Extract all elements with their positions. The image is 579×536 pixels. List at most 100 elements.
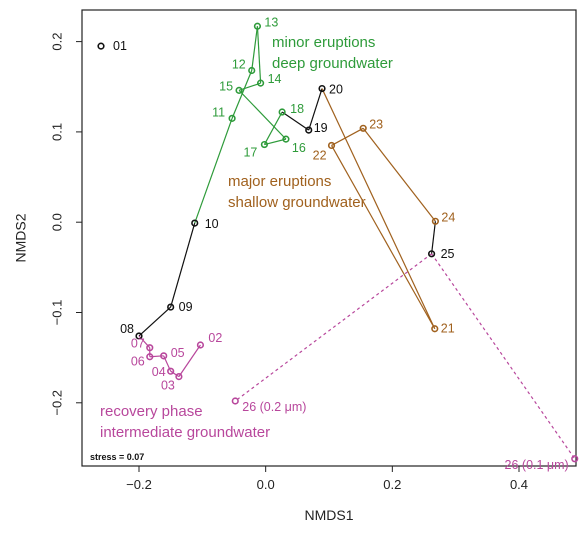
point-label-08: 08 xyxy=(120,322,134,336)
point-18 xyxy=(278,108,286,116)
point-20 xyxy=(318,84,326,93)
point-12 xyxy=(248,66,256,75)
point-26-0-1-m xyxy=(571,455,579,463)
segment-24-25 xyxy=(431,221,436,254)
point-04 xyxy=(167,367,175,375)
point-label-12: 12 xyxy=(232,57,246,71)
segment-20-21 xyxy=(321,88,436,330)
segment-19-20 xyxy=(308,88,323,131)
point-19 xyxy=(305,126,313,134)
point-label-23: 23 xyxy=(369,117,383,131)
point-26-0-2-m xyxy=(231,397,239,405)
point-17 xyxy=(260,140,269,149)
segment-15-16 xyxy=(238,89,287,140)
point-15 xyxy=(235,86,243,94)
y-axis-title: NMDS2 xyxy=(13,213,29,262)
point-05 xyxy=(160,352,168,360)
segment-10-11 xyxy=(194,118,233,224)
point-label-10: 10 xyxy=(205,217,219,231)
x-axis-title: NMDS1 xyxy=(304,507,353,523)
point-label-24: 24 xyxy=(441,210,455,224)
point-01 xyxy=(97,42,105,50)
point-13 xyxy=(253,22,262,30)
annotation-recovery-line-1: recovery phase xyxy=(100,403,203,420)
segment-09-10 xyxy=(170,222,196,308)
point-label-04: 04 xyxy=(152,365,166,379)
x-tick-label: −0.2 xyxy=(126,477,152,492)
annotation-major-line-2: shallow groundwater xyxy=(228,194,366,211)
point-09 xyxy=(167,303,175,311)
point-10 xyxy=(191,219,199,227)
point-label-13: 13 xyxy=(264,15,278,29)
segment-22-23 xyxy=(331,127,364,146)
point-22 xyxy=(327,141,336,150)
segment-25-26-dashed xyxy=(234,253,432,402)
point-label-06: 06 xyxy=(131,355,145,369)
point-label-01: 01 xyxy=(113,39,127,53)
x-tick-label: 0.2 xyxy=(383,477,401,492)
y-tick-label: 0.1 xyxy=(49,123,64,141)
segment-18-19 xyxy=(281,111,310,131)
y-tick-label: 0.2 xyxy=(49,33,64,51)
y-tick-label: −0.1 xyxy=(49,300,64,326)
point-23 xyxy=(359,124,367,132)
annotation-minor-line-2: deep groundwater xyxy=(272,55,393,72)
segment-17-18 xyxy=(263,111,283,145)
plot-frame xyxy=(81,9,577,467)
point-label-19: 19 xyxy=(314,121,328,135)
segment-25-26-dashed xyxy=(431,253,576,460)
segment-13-14 xyxy=(256,26,262,84)
segment-14-15 xyxy=(238,82,261,91)
point-label-16: 16 xyxy=(292,141,306,155)
point-25 xyxy=(428,250,436,258)
point-07 xyxy=(146,344,154,352)
point-label-09: 09 xyxy=(179,300,193,314)
annotation-recovery-line-2: intermediate groundwater xyxy=(100,424,270,441)
point-08 xyxy=(135,332,143,340)
point-24 xyxy=(431,217,440,225)
data-points xyxy=(97,22,579,463)
x-tick-label: 0.0 xyxy=(257,477,275,492)
stress-label: stress = 0.07 xyxy=(90,452,144,462)
point-label-05: 05 xyxy=(171,346,185,360)
point-label-07: 07 xyxy=(131,337,145,351)
point-21 xyxy=(431,325,439,333)
point-label-20: 20 xyxy=(329,83,343,97)
point-06 xyxy=(146,353,154,361)
point-14 xyxy=(257,79,265,87)
axes: −0.2 0.0 0.2 0.4 −0.2 −0.1 0.0 0.1 0.2 xyxy=(49,33,528,492)
point-label-15: 15 xyxy=(219,79,233,93)
point-label-02: 02 xyxy=(208,331,222,345)
point-03 xyxy=(175,373,183,381)
point-label-26-0-2-m: 26 (0.2 μm) xyxy=(242,400,306,414)
segment-03-02 xyxy=(178,344,201,377)
point-label-26-0-1-m: 26 (0.1 μm) xyxy=(505,458,569,472)
annotation-minor-line-1: minor eruptions xyxy=(272,34,375,51)
point-label-22: 22 xyxy=(313,148,327,162)
point-11 xyxy=(228,114,236,122)
segment-11-12 xyxy=(231,70,253,119)
y-tick-label: 0.0 xyxy=(49,213,64,231)
segment-16-17 xyxy=(264,138,287,146)
point-label-18: 18 xyxy=(290,102,304,116)
point-label-14: 14 xyxy=(268,72,282,86)
segment-12-13 xyxy=(251,26,259,71)
segment-08-09 xyxy=(138,306,172,337)
segment-21-22 xyxy=(331,145,436,330)
segment-04-03 xyxy=(170,370,180,378)
point-label-17: 17 xyxy=(243,146,257,160)
point-label-21: 21 xyxy=(441,322,455,336)
annotations: minor eruptions deep groundwater major eru… xyxy=(100,34,393,441)
point-label-25: 25 xyxy=(441,247,455,261)
point-16 xyxy=(282,135,290,143)
y-tick-label: −0.2 xyxy=(49,390,64,416)
annotation-major-line-1: major eruptions xyxy=(228,173,331,190)
trajectory-segments xyxy=(138,26,576,460)
segment-23-24 xyxy=(362,127,436,222)
point-labels: 01 08 09 10 11 12 13 14 15 16 17 18 19 20 21 22 23 24 25 02… xyxy=(113,15,569,472)
point-02 xyxy=(196,341,205,349)
x-tick-label: 0.4 xyxy=(510,477,528,492)
point-label-11: 11 xyxy=(212,105,225,119)
point-label-03: 03 xyxy=(161,379,175,393)
